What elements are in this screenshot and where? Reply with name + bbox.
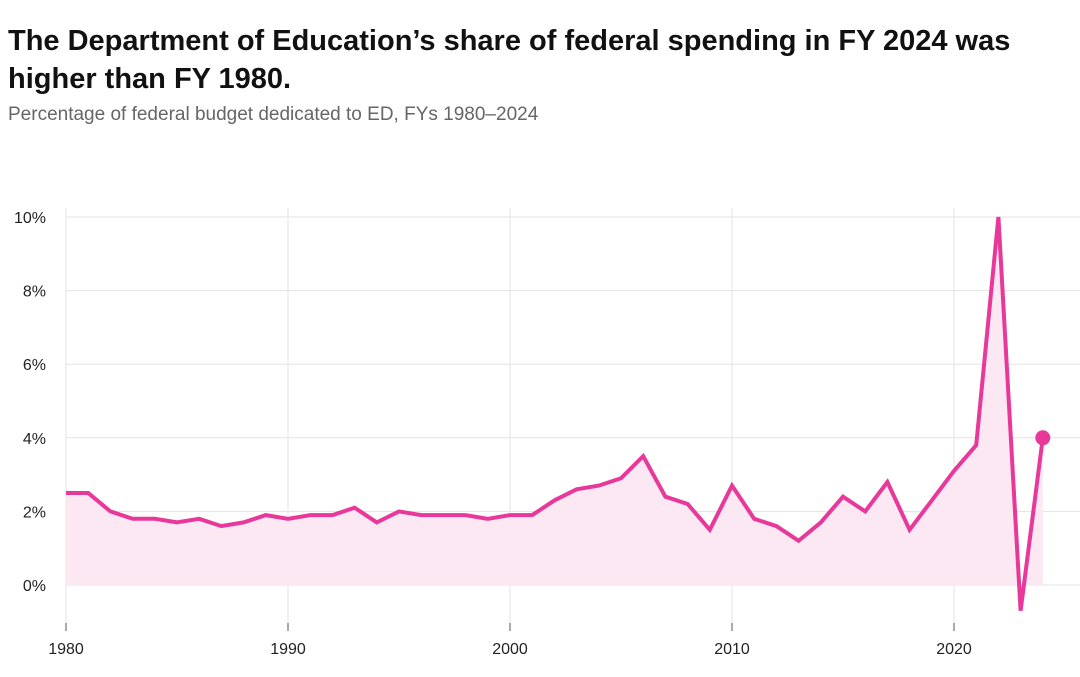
data-point [662, 494, 668, 500]
series-area [66, 217, 1043, 611]
series-line-layer [66, 216, 1045, 612]
y-tick-label: 0% [23, 578, 46, 595]
data-point [485, 516, 491, 522]
data-point [374, 519, 380, 525]
data-point [796, 538, 802, 544]
data-point [640, 453, 646, 459]
data-point [951, 468, 957, 474]
data-point [973, 442, 979, 448]
x-tick-label: 2010 [714, 641, 750, 658]
data-point [707, 527, 713, 533]
data-point [773, 523, 779, 529]
data-point [507, 512, 513, 518]
x-axis: 1980 1990 2000 2010 2020 [48, 623, 972, 658]
data-point [907, 527, 913, 533]
chart-title: The Department of Education’s share of f… [8, 25, 1011, 95]
y-tick-label: 4% [23, 431, 46, 448]
data-point [463, 512, 469, 518]
y-tick-label: 8% [23, 284, 46, 301]
chart-subtitle: Percentage of federal budget dedicated t… [8, 104, 539, 125]
data-point [396, 508, 402, 514]
x-tick-label: 1990 [270, 641, 306, 658]
data-point [440, 512, 446, 518]
data-point [152, 516, 158, 522]
data-point [130, 516, 136, 522]
data-point [307, 512, 313, 518]
data-point [596, 483, 602, 489]
data-point [729, 483, 735, 489]
data-point [218, 523, 224, 529]
data-point [929, 497, 935, 503]
data-point [63, 490, 69, 496]
data-point [751, 516, 757, 522]
data-point [196, 516, 202, 522]
data-point [529, 512, 535, 518]
last-data-point [1035, 430, 1051, 446]
data-point [285, 516, 291, 522]
data-point [174, 519, 180, 525]
data-point [685, 501, 691, 507]
y-tick-label: 6% [23, 357, 46, 374]
data-point [418, 512, 424, 518]
data-point [818, 519, 824, 525]
x-tick-label: 2020 [936, 641, 972, 658]
series-line [66, 216, 1045, 612]
data-point [574, 486, 580, 492]
y-axis: 10% 8% 6% 4% 2% 0% [14, 210, 46, 595]
data-point [551, 497, 557, 503]
data-points-layer [63, 214, 1051, 614]
y-tick-label: 10% [14, 210, 46, 227]
data-point [241, 519, 247, 525]
data-point [884, 479, 890, 485]
area-fill-layer [66, 217, 1043, 611]
x-tick-label: 1980 [48, 641, 84, 658]
data-point [862, 508, 868, 514]
data-point [263, 512, 269, 518]
data-point [840, 494, 846, 500]
data-point [329, 512, 335, 518]
data-point [618, 475, 624, 481]
data-point [107, 508, 113, 514]
y-tick-label: 2% [23, 504, 46, 521]
x-tick-label: 2000 [492, 641, 528, 658]
data-point [85, 490, 91, 496]
data-point [995, 214, 1001, 220]
data-point [352, 505, 358, 511]
data-point [1018, 608, 1024, 614]
